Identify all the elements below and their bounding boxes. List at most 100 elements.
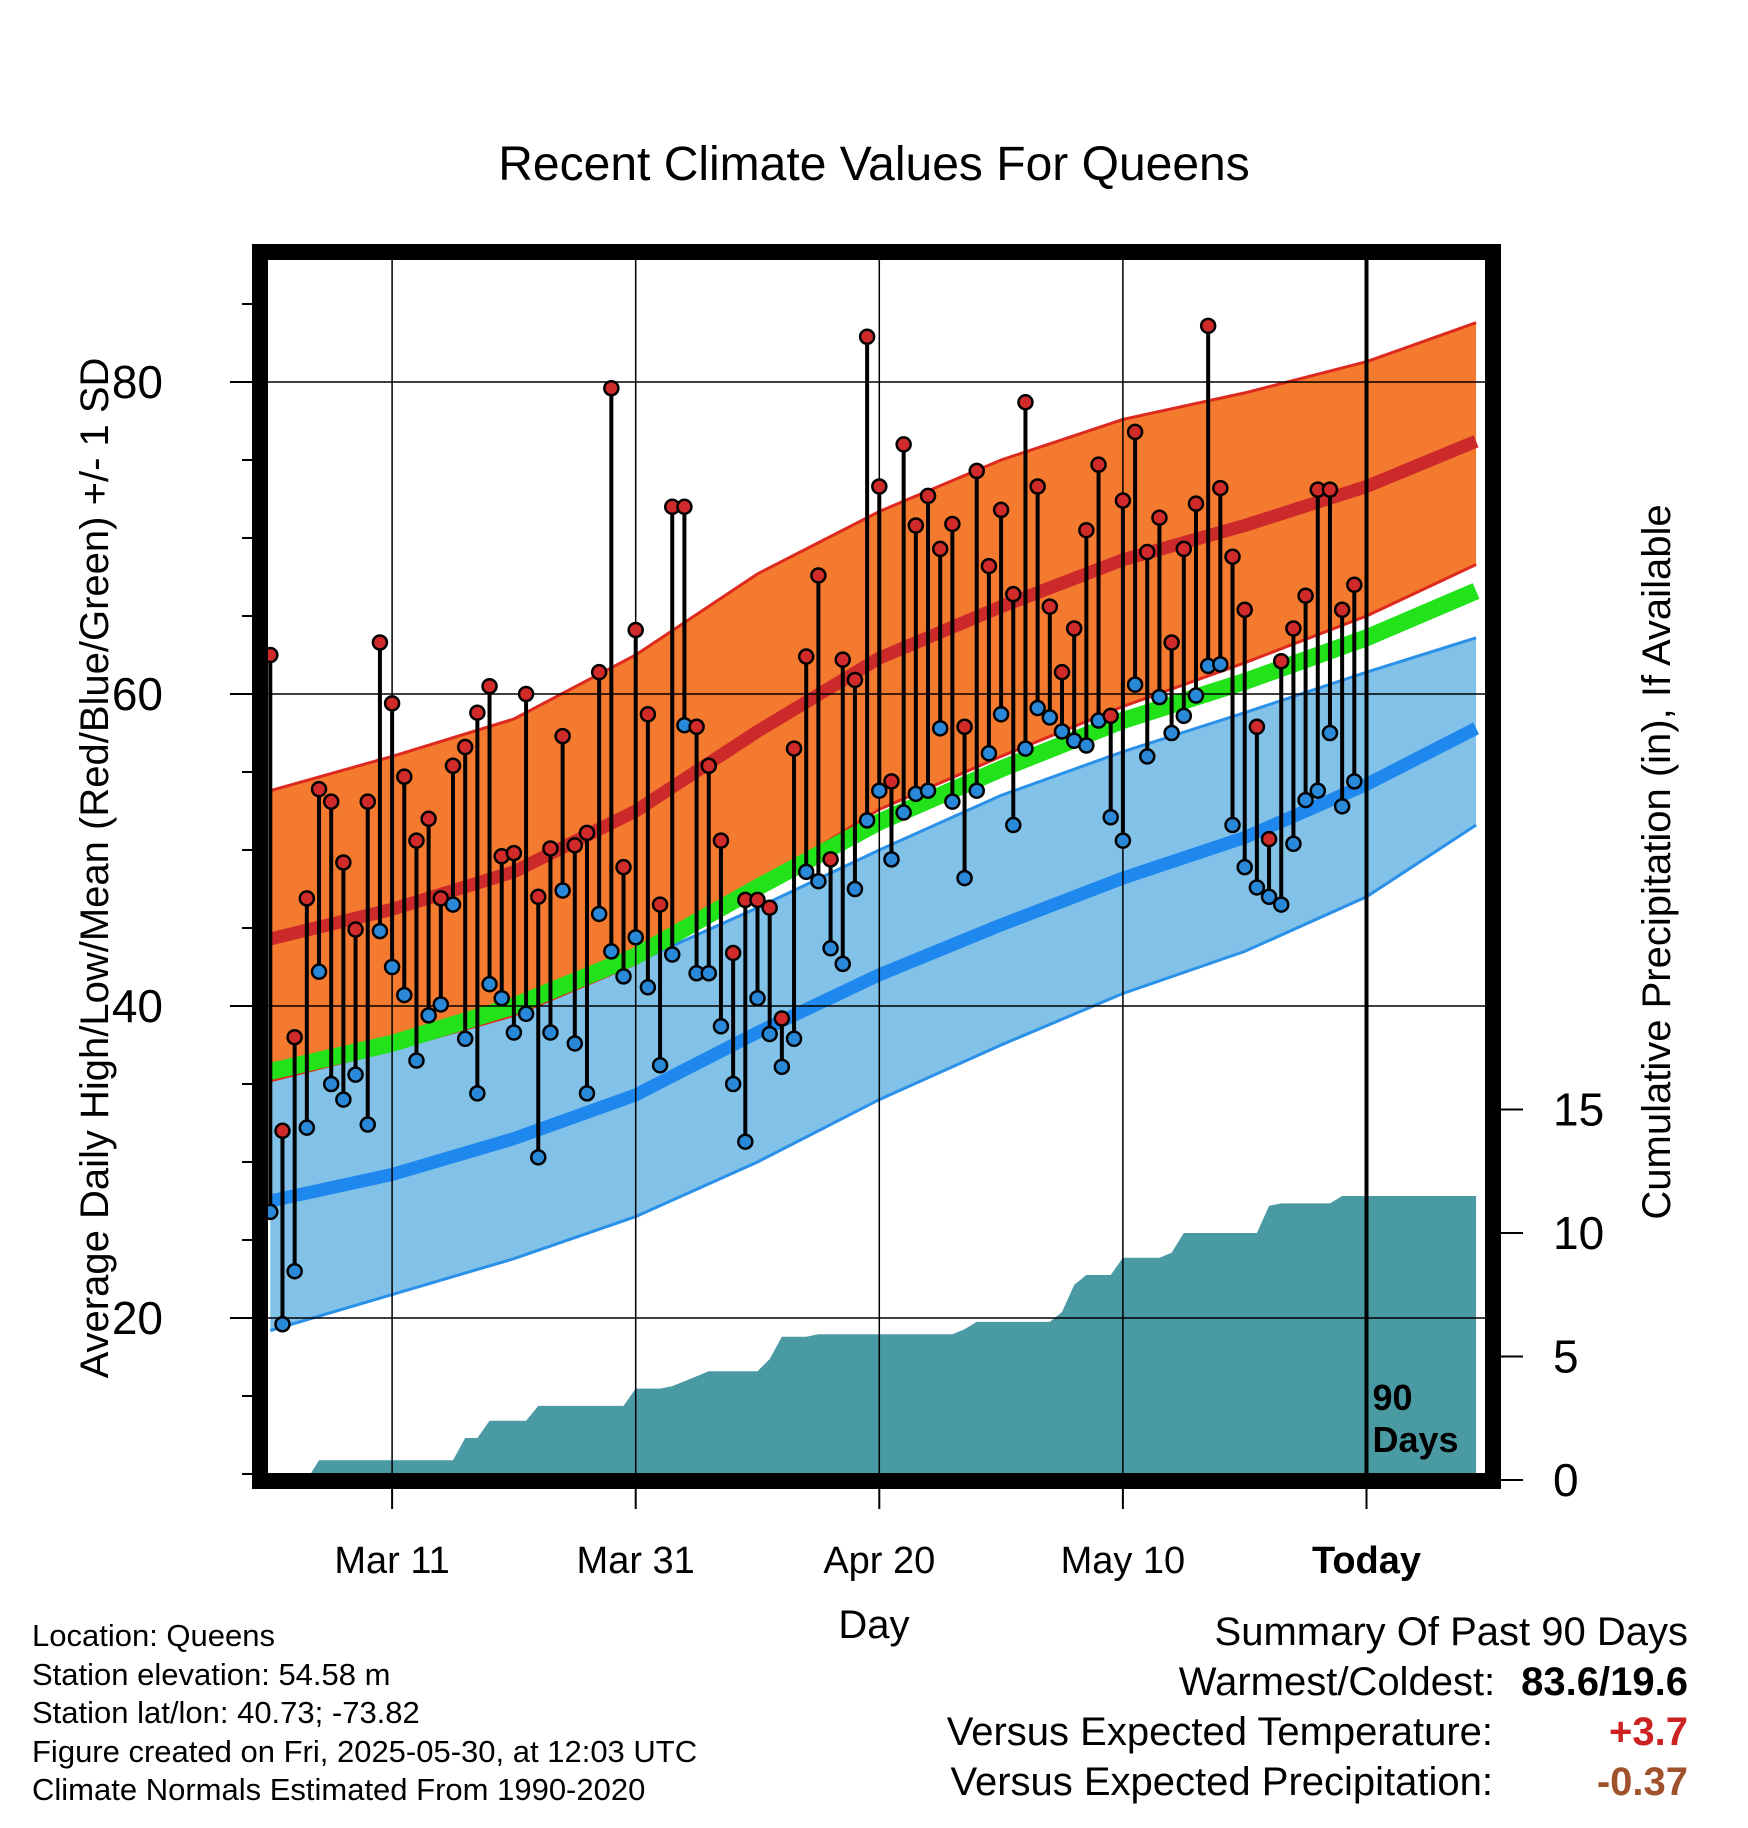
daily-low-point [1321,724,1339,742]
daily-low-point [310,963,328,980]
daily-low-point [432,996,450,1013]
daily-high-point [1224,548,1241,565]
station-info: Location: Queens Station elevation: 54.5… [32,1617,697,1810]
daily-high-point [919,487,937,505]
daily-low-point [1017,740,1034,757]
daily-low-point [810,872,827,890]
daily-low-point [298,1119,316,1136]
daily-high-point [266,646,279,664]
y-left-tick-label: 80 [112,356,163,408]
daily-low-point [578,1085,596,1102]
y-axis-right-label: Cumulative Precipitation (in), If Availa… [1635,504,1679,1219]
x-tick-label: May 10 [1061,1540,1186,1582]
daily-low-point [456,1030,474,1048]
daily-low-point [347,1066,364,1083]
daily-high-point [1102,707,1119,725]
daily-low-point [469,1085,486,1102]
daily-low-point [1248,879,1266,896]
daily-high-point [1163,634,1180,651]
temp-anomaly-label: Versus Expected Temperature: [946,1710,1493,1754]
daily-high-point [396,768,413,785]
daily-low-point [1053,723,1071,740]
daily-low-point [1114,832,1132,849]
daily-high-point [1236,601,1253,619]
daily-low-point [371,922,389,940]
extremes-label: Warmest/Coldest: [1178,1660,1496,1704]
daily-high-point [1187,495,1205,512]
daily-high-point [1175,540,1193,558]
daily-low-point [980,745,998,762]
daily-low-point [1212,656,1229,673]
daily-high-point [1029,478,1046,495]
daily-high-point [858,328,876,346]
daily-high-point [651,896,669,913]
temp-anomaly-row: Versus Expected Temperature: +3.7 [947,1707,1688,1757]
daily-high-point [505,844,523,862]
daily-high-point [931,540,949,558]
daily-low-point [1187,687,1205,704]
precip-area [309,1196,1477,1475]
daily-low-point [420,1007,437,1024]
period-label-number: 90 [1373,1377,1413,1418]
daily-low-point [383,958,401,976]
daily-high-point [408,832,425,849]
daily-high-point [1065,620,1083,637]
daily-high-point [627,621,644,639]
daily-low-point [1260,888,1278,906]
daily-high-point [1212,479,1229,497]
daily-high-point [1041,598,1059,615]
daily-high-point [481,677,498,695]
daily-high-point [639,706,657,723]
x-tick-label: Today [1312,1540,1421,1582]
daily-low-point [566,1035,584,1052]
daily-low-point [663,946,681,963]
daily-high-point [871,478,888,495]
high-sd-band [270,322,1477,1081]
daily-high-point [1260,830,1278,848]
daily-high-point [371,634,389,651]
daily-high-point [749,891,766,909]
daily-low-point [1346,773,1363,790]
daily-high-point [335,854,352,871]
daily-high-point [1139,543,1156,561]
summary-title: Summary Of Past 90 Days [1214,1610,1688,1654]
daily-high-point [956,718,973,736]
daily-low-point [1029,699,1046,717]
daily-high-point [1078,521,1095,539]
daily-high-point [603,379,620,397]
daily-high-point [1321,481,1339,498]
daily-high-point [883,773,900,790]
daily-high-point [822,851,839,868]
daily-low-point [1041,709,1059,726]
daily-low-point [871,782,888,799]
extremes-value: 83.6/19.6 [1521,1660,1688,1704]
plot-frame [252,244,1501,1489]
y-right-tick-label: 0 [1553,1454,1579,1506]
daily-low-point [1236,858,1253,876]
daily-high-point [444,757,462,775]
daily-low-point [359,1116,376,1133]
daily-high-point [895,436,912,453]
daily-low-point [944,793,961,810]
daily-low-point [1297,791,1314,809]
daily-high-point [1017,394,1034,411]
x-tick-label: Apr 20 [823,1540,935,1582]
daily-high-point [469,704,486,721]
summary-panel: Summary Of Past 90 Days Warmest/Coldest:… [947,1607,1688,1807]
daily-low-point [834,955,852,973]
daily-low-point [1224,816,1241,834]
daily-high-point [1346,576,1363,594]
normals-text: Climate Normals Estimated From 1990-2020 [32,1772,646,1807]
daily-high-point [761,899,778,916]
daily-low-point [542,1024,559,1041]
elevation-text: Station elevation: 54.58 m [32,1656,391,1692]
daily-high-point [298,890,316,907]
daily-low-point [1078,737,1095,754]
daily-high-point [590,663,608,681]
daily-low-point [554,882,571,899]
daily-low-point [615,968,632,985]
daily-low-point [1309,782,1327,799]
daily-high-point [347,921,364,938]
daily-low-point [396,986,413,1004]
